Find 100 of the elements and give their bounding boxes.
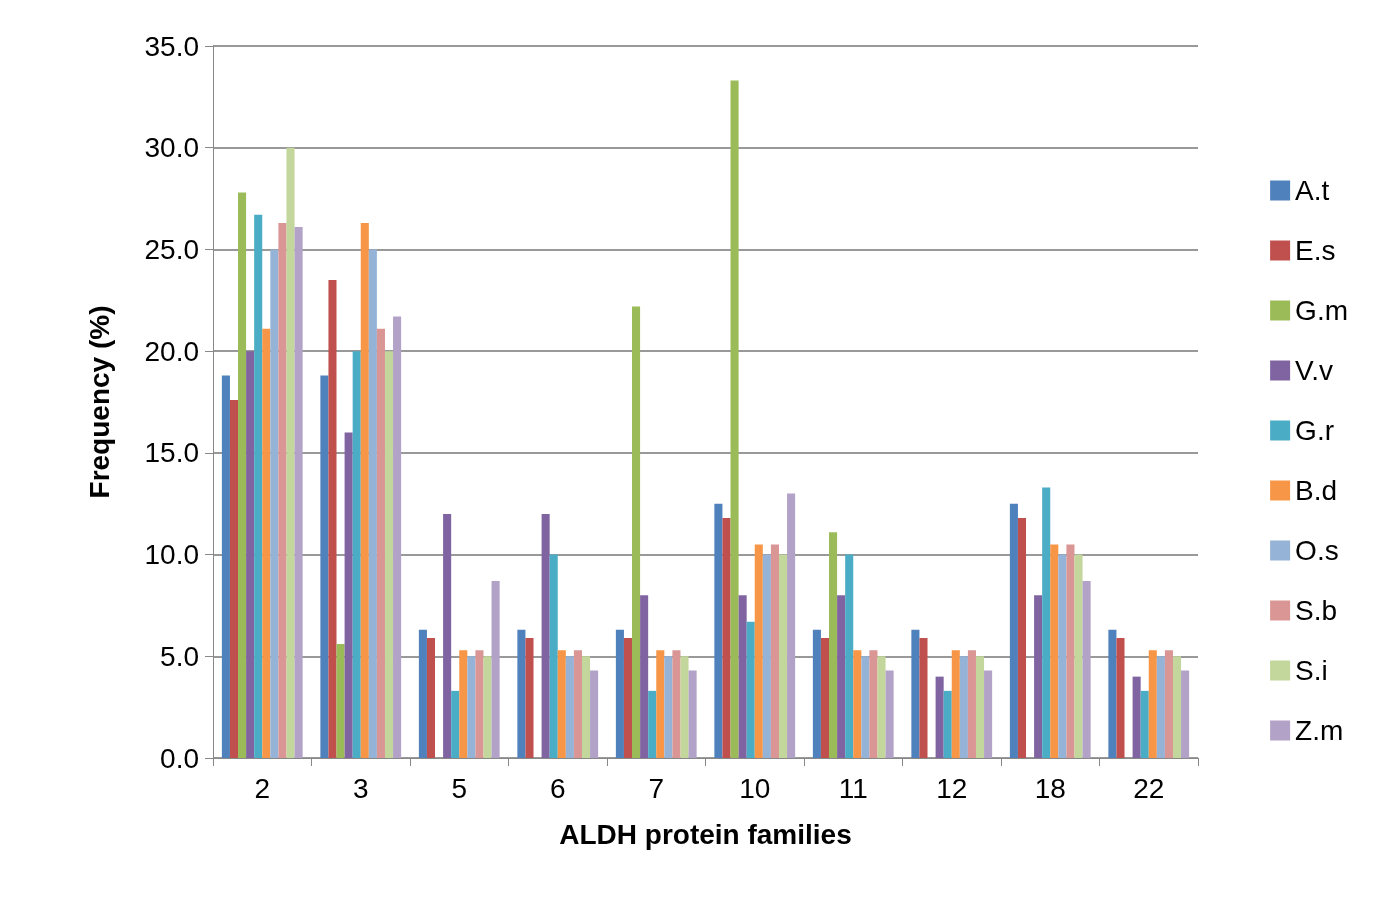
bar bbox=[278, 222, 287, 758]
bar bbox=[869, 650, 878, 758]
legend-label: V.v bbox=[1295, 355, 1334, 386]
bar bbox=[376, 328, 385, 758]
x-tick-label: 7 bbox=[648, 772, 665, 804]
bar bbox=[1009, 503, 1018, 758]
bar bbox=[943, 690, 952, 758]
bar bbox=[565, 656, 574, 758]
y-tick-label: 10.0 bbox=[144, 539, 199, 571]
x-tick-label: 11 bbox=[838, 772, 868, 804]
x-tick-label: 10 bbox=[739, 772, 771, 804]
bar bbox=[1050, 544, 1059, 758]
legend-label: B.d bbox=[1295, 475, 1338, 506]
bar bbox=[483, 656, 492, 758]
bar bbox=[672, 650, 681, 758]
bar bbox=[1082, 581, 1091, 758]
bar bbox=[254, 214, 263, 758]
bar bbox=[787, 493, 796, 758]
bar bbox=[656, 650, 665, 758]
bar bbox=[853, 650, 862, 758]
y-axis-title: Frequency (%) bbox=[83, 305, 115, 499]
bar bbox=[615, 629, 624, 758]
bar bbox=[1034, 595, 1043, 758]
bar bbox=[648, 690, 657, 758]
bar bbox=[885, 670, 894, 758]
bar bbox=[770, 544, 779, 758]
x-tick-label: 18 bbox=[1034, 772, 1066, 804]
bar bbox=[360, 222, 369, 758]
bar bbox=[1148, 650, 1157, 758]
bar bbox=[294, 227, 303, 758]
bar bbox=[738, 595, 747, 758]
bar bbox=[238, 192, 247, 758]
bar bbox=[762, 554, 771, 758]
bar bbox=[286, 147, 295, 758]
bar bbox=[525, 637, 534, 758]
bar bbox=[491, 581, 500, 758]
legend-label: O.s bbox=[1295, 535, 1339, 566]
bar bbox=[467, 656, 476, 758]
bar bbox=[270, 249, 279, 758]
bar bbox=[368, 249, 377, 758]
bar bbox=[426, 637, 436, 758]
x-tick-label: 3 bbox=[352, 772, 369, 804]
x-tick-label: 2 bbox=[254, 772, 271, 804]
bar bbox=[384, 351, 394, 758]
legend-label: G.r bbox=[1295, 415, 1335, 446]
bar bbox=[730, 80, 739, 758]
bar bbox=[393, 316, 402, 758]
bar bbox=[820, 637, 830, 758]
bar bbox=[1042, 487, 1051, 758]
bar bbox=[229, 399, 239, 758]
bar bbox=[919, 637, 928, 758]
bar bbox=[418, 629, 427, 758]
legend-label: E.s bbox=[1295, 235, 1336, 266]
x-axis-title: ALDH protein families bbox=[559, 818, 852, 850]
bar bbox=[911, 629, 920, 758]
bar bbox=[975, 656, 985, 758]
bar bbox=[475, 650, 484, 758]
x-tick-label: 12 bbox=[936, 772, 968, 804]
bar bbox=[459, 650, 468, 758]
bar bbox=[1164, 650, 1173, 758]
x-tick-label: 22 bbox=[1133, 772, 1165, 804]
bar bbox=[443, 513, 452, 758]
bar bbox=[590, 670, 599, 758]
bar bbox=[778, 554, 788, 758]
bar bbox=[861, 656, 870, 758]
bar bbox=[1116, 637, 1125, 758]
y-tick-label: 0.0 bbox=[160, 742, 199, 774]
legend-label: G.m bbox=[1295, 295, 1349, 326]
bar bbox=[581, 656, 591, 758]
bar bbox=[640, 595, 649, 758]
legend-label: S.b bbox=[1295, 595, 1338, 626]
bar bbox=[812, 629, 821, 758]
bar bbox=[1074, 554, 1083, 758]
bar bbox=[632, 306, 641, 758]
y-tick-label: 30.0 bbox=[144, 132, 199, 164]
y-tick-label: 25.0 bbox=[144, 233, 199, 265]
bar bbox=[328, 279, 337, 758]
bar bbox=[754, 544, 763, 758]
bar bbox=[1140, 690, 1149, 758]
bar bbox=[549, 554, 558, 758]
bar bbox=[517, 629, 526, 758]
y-tick-label: 15.0 bbox=[144, 437, 199, 469]
bar bbox=[1066, 544, 1075, 758]
bar bbox=[352, 351, 361, 758]
bar bbox=[829, 532, 838, 758]
bar bbox=[664, 656, 673, 758]
x-tick-label: 5 bbox=[451, 772, 468, 804]
y-tick-label: 5.0 bbox=[160, 640, 199, 672]
bar bbox=[688, 670, 697, 758]
bar bbox=[722, 517, 731, 758]
bar bbox=[1017, 517, 1027, 758]
legend-label: S.i bbox=[1295, 655, 1328, 686]
bar bbox=[336, 644, 345, 758]
bar bbox=[246, 351, 255, 758]
bar bbox=[714, 503, 723, 758]
bar bbox=[967, 650, 976, 758]
bar bbox=[451, 690, 460, 758]
bar bbox=[541, 513, 550, 758]
bar bbox=[837, 595, 846, 758]
bar bbox=[984, 670, 993, 758]
